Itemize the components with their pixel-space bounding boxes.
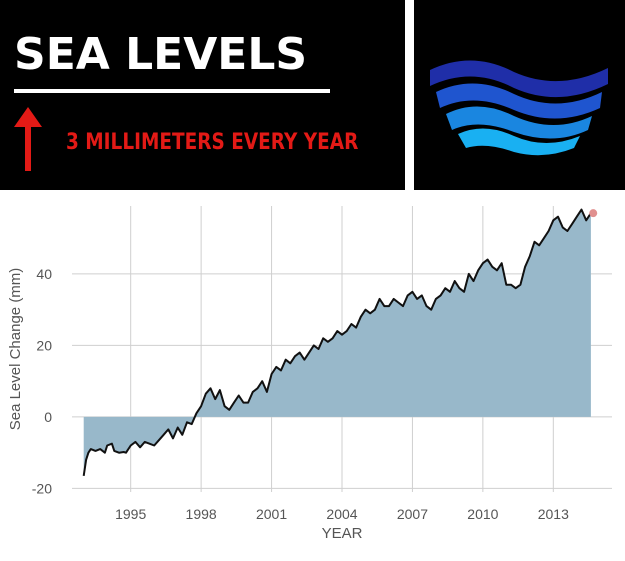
x-axis-title: YEAR <box>322 525 363 542</box>
chart-plot: 1995 1998 2001 2004 2007 2010 2013 -20 0 20 40 YEA… <box>7 206 612 542</box>
x-tick-label: 2001 <box>256 506 287 522</box>
area-fill <box>83 209 591 476</box>
waves-icon <box>430 60 608 156</box>
x-tick-label: 2010 <box>467 506 498 522</box>
tick-labels: 1995 1998 2001 2004 2007 2010 2013 -20 0 20 40 <box>32 266 569 522</box>
y-tick-label: 40 <box>36 266 52 282</box>
x-tick-label: 2013 <box>538 506 569 522</box>
banner-title: SEA LEVELS <box>14 29 308 80</box>
y-tick-label: 20 <box>36 337 52 353</box>
latest-point-marker <box>589 209 598 218</box>
x-tick-label: 2004 <box>326 506 357 522</box>
y-axis-title: Sea Level Change (mm) <box>7 268 24 431</box>
title-banner: SEA LEVELS 3 MILLIMETERS EVERY YEAR <box>0 0 405 190</box>
x-tick-label: 1995 <box>115 506 146 522</box>
x-tick-label: 1998 <box>186 506 217 522</box>
y-tick-label: 0 <box>44 409 52 425</box>
banner-divider <box>405 0 414 190</box>
title-underline <box>14 89 330 93</box>
area-series <box>83 209 591 476</box>
x-tick-label: 2007 <box>397 506 428 522</box>
banner-subtitle: 3 MILLIMETERS EVERY YEAR <box>66 130 359 155</box>
logo-panel <box>414 0 625 190</box>
sea-level-chart: 1995 1998 2001 2004 2007 2010 2013 -20 0 20 40 YEA… <box>0 192 625 556</box>
series-line <box>82 208 592 477</box>
y-tick-label: -20 <box>32 480 52 496</box>
up-arrow-icon <box>14 107 42 171</box>
data-line <box>82 208 598 477</box>
